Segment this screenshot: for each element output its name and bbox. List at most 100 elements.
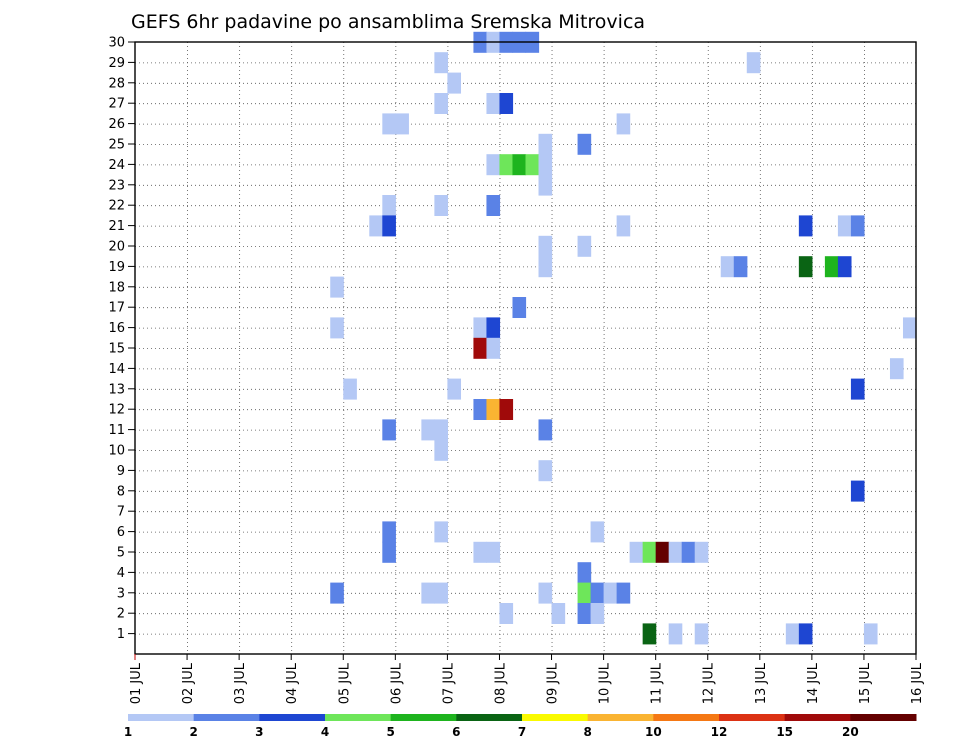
colorbar-swatch xyxy=(587,714,654,721)
data-cell xyxy=(538,133,553,155)
data-cell xyxy=(395,113,409,135)
data-cell xyxy=(473,317,488,339)
y-tick-label: 27 xyxy=(108,97,125,112)
y-tick-label: 1 xyxy=(117,627,125,642)
data-cell xyxy=(434,582,448,604)
data-cell xyxy=(668,623,683,645)
y-axis: 1234567891011121314151617181920212223242… xyxy=(108,36,135,642)
data-cell xyxy=(486,399,501,420)
data-cell xyxy=(694,541,709,563)
x-tick-label: 12 JUL xyxy=(702,662,717,704)
data-cell xyxy=(551,603,566,624)
colorbar-swatch xyxy=(128,714,195,721)
data-cell xyxy=(499,399,514,420)
x-tick-label: 06 JUL xyxy=(389,662,404,704)
x-tick-label: 02 JUL xyxy=(181,662,196,704)
data-cell xyxy=(629,541,644,563)
data-cell xyxy=(798,215,813,237)
data-cell xyxy=(382,113,396,135)
data-cell xyxy=(642,541,657,563)
data-cell xyxy=(382,419,396,441)
data-cell xyxy=(824,256,839,278)
y-tick-label: 15 xyxy=(108,342,125,357)
data-cell xyxy=(382,215,396,237)
y-tick-label: 7 xyxy=(117,505,125,520)
x-tick-label: 10 JUL xyxy=(598,662,613,704)
data-cell xyxy=(798,623,813,645)
x-tick-label: 16 JUL xyxy=(910,662,925,704)
data-cell xyxy=(473,399,488,420)
data-cell xyxy=(863,623,878,645)
y-tick-label: 29 xyxy=(108,56,125,71)
data-cell xyxy=(369,215,383,237)
data-cell xyxy=(538,174,553,196)
y-tick-label: 20 xyxy=(108,240,125,255)
x-tick-label: 13 JUL xyxy=(754,662,769,704)
data-cell xyxy=(538,256,553,278)
y-tick-label: 22 xyxy=(108,199,125,214)
colorbar-label: 12 xyxy=(711,725,728,739)
data-cell xyxy=(616,215,631,237)
x-tick-label: 11 JUL xyxy=(650,662,665,704)
y-tick-label: 5 xyxy=(117,546,125,561)
colorbar-legend: 1 2 3 4 5 6 7 8 10 12 15 20 xyxy=(124,714,917,739)
colorbar-swatch xyxy=(456,714,523,721)
colorbar-label: 20 xyxy=(842,725,859,739)
data-cell xyxy=(382,521,396,543)
data-cell xyxy=(681,541,696,563)
data-cell xyxy=(486,317,501,339)
data-cell xyxy=(577,133,592,155)
data-cell xyxy=(785,623,800,645)
data-cell xyxy=(746,52,761,74)
y-tick-label: 3 xyxy=(117,586,125,601)
colorbar-label: 1 xyxy=(124,725,132,739)
data-cell xyxy=(330,582,344,604)
data-cell xyxy=(434,93,448,114)
data-cell xyxy=(473,541,488,563)
x-axis: 01 JUL 02 JUL 03 JUL 04 JUL 05 JUL 06 JUL 07 J… xyxy=(129,654,925,704)
colorbar-label: 8 xyxy=(583,725,591,739)
data-cell xyxy=(421,582,435,604)
data-cell xyxy=(486,195,501,216)
data-cell xyxy=(382,195,396,216)
plot-frame xyxy=(134,41,917,655)
y-tick-label: 9 xyxy=(117,464,125,479)
colorbar-swatch xyxy=(259,714,326,721)
data-cell xyxy=(512,297,527,318)
colorbar-swatch xyxy=(719,714,786,721)
x-tick-label: 01 JUL xyxy=(129,662,144,704)
colorbar-label: 4 xyxy=(321,725,329,739)
colorbar-swatch xyxy=(522,714,589,721)
data-cell xyxy=(499,603,514,624)
data-cell xyxy=(525,154,540,176)
data-cell xyxy=(577,582,592,604)
colorbar-label: 6 xyxy=(452,725,460,739)
data-cell xyxy=(434,52,448,74)
colorbar-swatch xyxy=(193,714,260,721)
y-tick-label: 2 xyxy=(117,607,125,622)
y-tick-label: 6 xyxy=(117,525,125,540)
data-cell xyxy=(486,541,501,563)
chart-title: GEFS 6hr padavine po ansamblima Sremska … xyxy=(131,11,645,33)
data-cell xyxy=(616,113,631,135)
y-tick-label: 19 xyxy=(108,260,125,275)
grid-lines xyxy=(135,42,916,654)
colorbar-swatch xyxy=(325,714,392,721)
y-tick-label: 18 xyxy=(108,280,125,295)
data-cell xyxy=(434,419,448,441)
data-cell xyxy=(421,419,435,441)
data-cell xyxy=(486,93,501,114)
data-cell xyxy=(837,256,852,278)
data-cell xyxy=(590,603,605,624)
y-tick-label: 30 xyxy=(108,36,125,51)
y-tick-label: 21 xyxy=(108,219,125,234)
y-tick-label: 24 xyxy=(108,158,125,173)
data-cell xyxy=(473,337,488,359)
data-cell xyxy=(330,276,344,298)
data-cell xyxy=(538,154,553,176)
data-cell xyxy=(434,521,448,543)
data-cell xyxy=(577,235,592,257)
data-cell xyxy=(499,154,514,176)
colorbar-label: 7 xyxy=(518,725,526,739)
data-cell xyxy=(889,358,904,380)
